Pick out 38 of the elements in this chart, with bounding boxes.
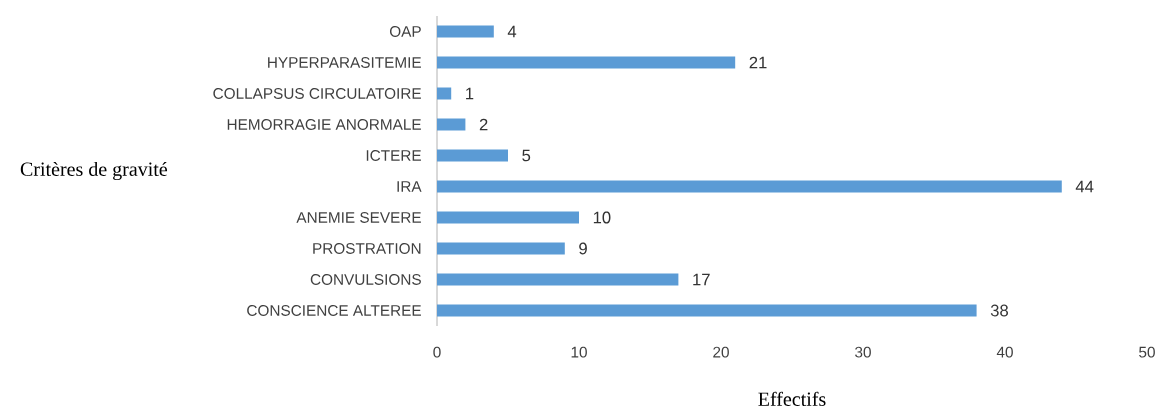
y-tick-label: ICTERE bbox=[366, 150, 421, 161]
bar bbox=[437, 25, 494, 38]
x-tick-label: 0 bbox=[433, 346, 441, 358]
bar bbox=[437, 211, 579, 224]
bar bbox=[437, 118, 466, 131]
y-tick-label: IRA bbox=[397, 181, 422, 192]
y-axis-title: Critères de gravité bbox=[20, 161, 168, 181]
y-tick-label: ANEMIE SEVERE bbox=[296, 212, 421, 223]
y-tick-label: HEMORRAGIE ANORMALE bbox=[227, 119, 421, 130]
bar bbox=[437, 149, 508, 162]
y-tick-label: CONSCIENCE ALTEREE bbox=[247, 305, 421, 316]
y-tick-label: OAP bbox=[389, 26, 421, 37]
data-label: 17 bbox=[693, 273, 710, 286]
data-label: 38 bbox=[990, 304, 1008, 317]
bar bbox=[437, 56, 736, 69]
x-tick-label: 10 bbox=[571, 346, 587, 358]
x-tick-label: 20 bbox=[713, 346, 729, 358]
data-label: 4 bbox=[507, 25, 517, 38]
bar bbox=[437, 180, 1062, 193]
y-tick-label: HYPERPARASITEMIE bbox=[268, 57, 421, 68]
x-axis-title: Effectifs bbox=[758, 391, 826, 406]
y-tick-label: PROSTRATION bbox=[313, 243, 421, 254]
bar bbox=[437, 273, 679, 286]
bar bbox=[437, 87, 452, 100]
data-label: 9 bbox=[579, 242, 587, 255]
data-label: 5 bbox=[522, 149, 531, 162]
x-tick-label: 50 bbox=[1139, 346, 1155, 358]
data-label: 44 bbox=[1075, 180, 1094, 193]
data-label: 10 bbox=[593, 211, 611, 224]
data-label: 2 bbox=[479, 118, 488, 131]
x-tick-label: 40 bbox=[996, 346, 1013, 358]
data-label: 1 bbox=[466, 87, 474, 100]
data-label: 21 bbox=[749, 56, 767, 69]
y-tick-label: COLLAPSUS CIRCULATOIRE bbox=[213, 88, 421, 99]
x-tick-label: 30 bbox=[855, 346, 871, 358]
bar bbox=[437, 304, 977, 317]
y-tick-label: CONVULSIONS bbox=[310, 274, 421, 285]
bar bbox=[437, 242, 565, 255]
